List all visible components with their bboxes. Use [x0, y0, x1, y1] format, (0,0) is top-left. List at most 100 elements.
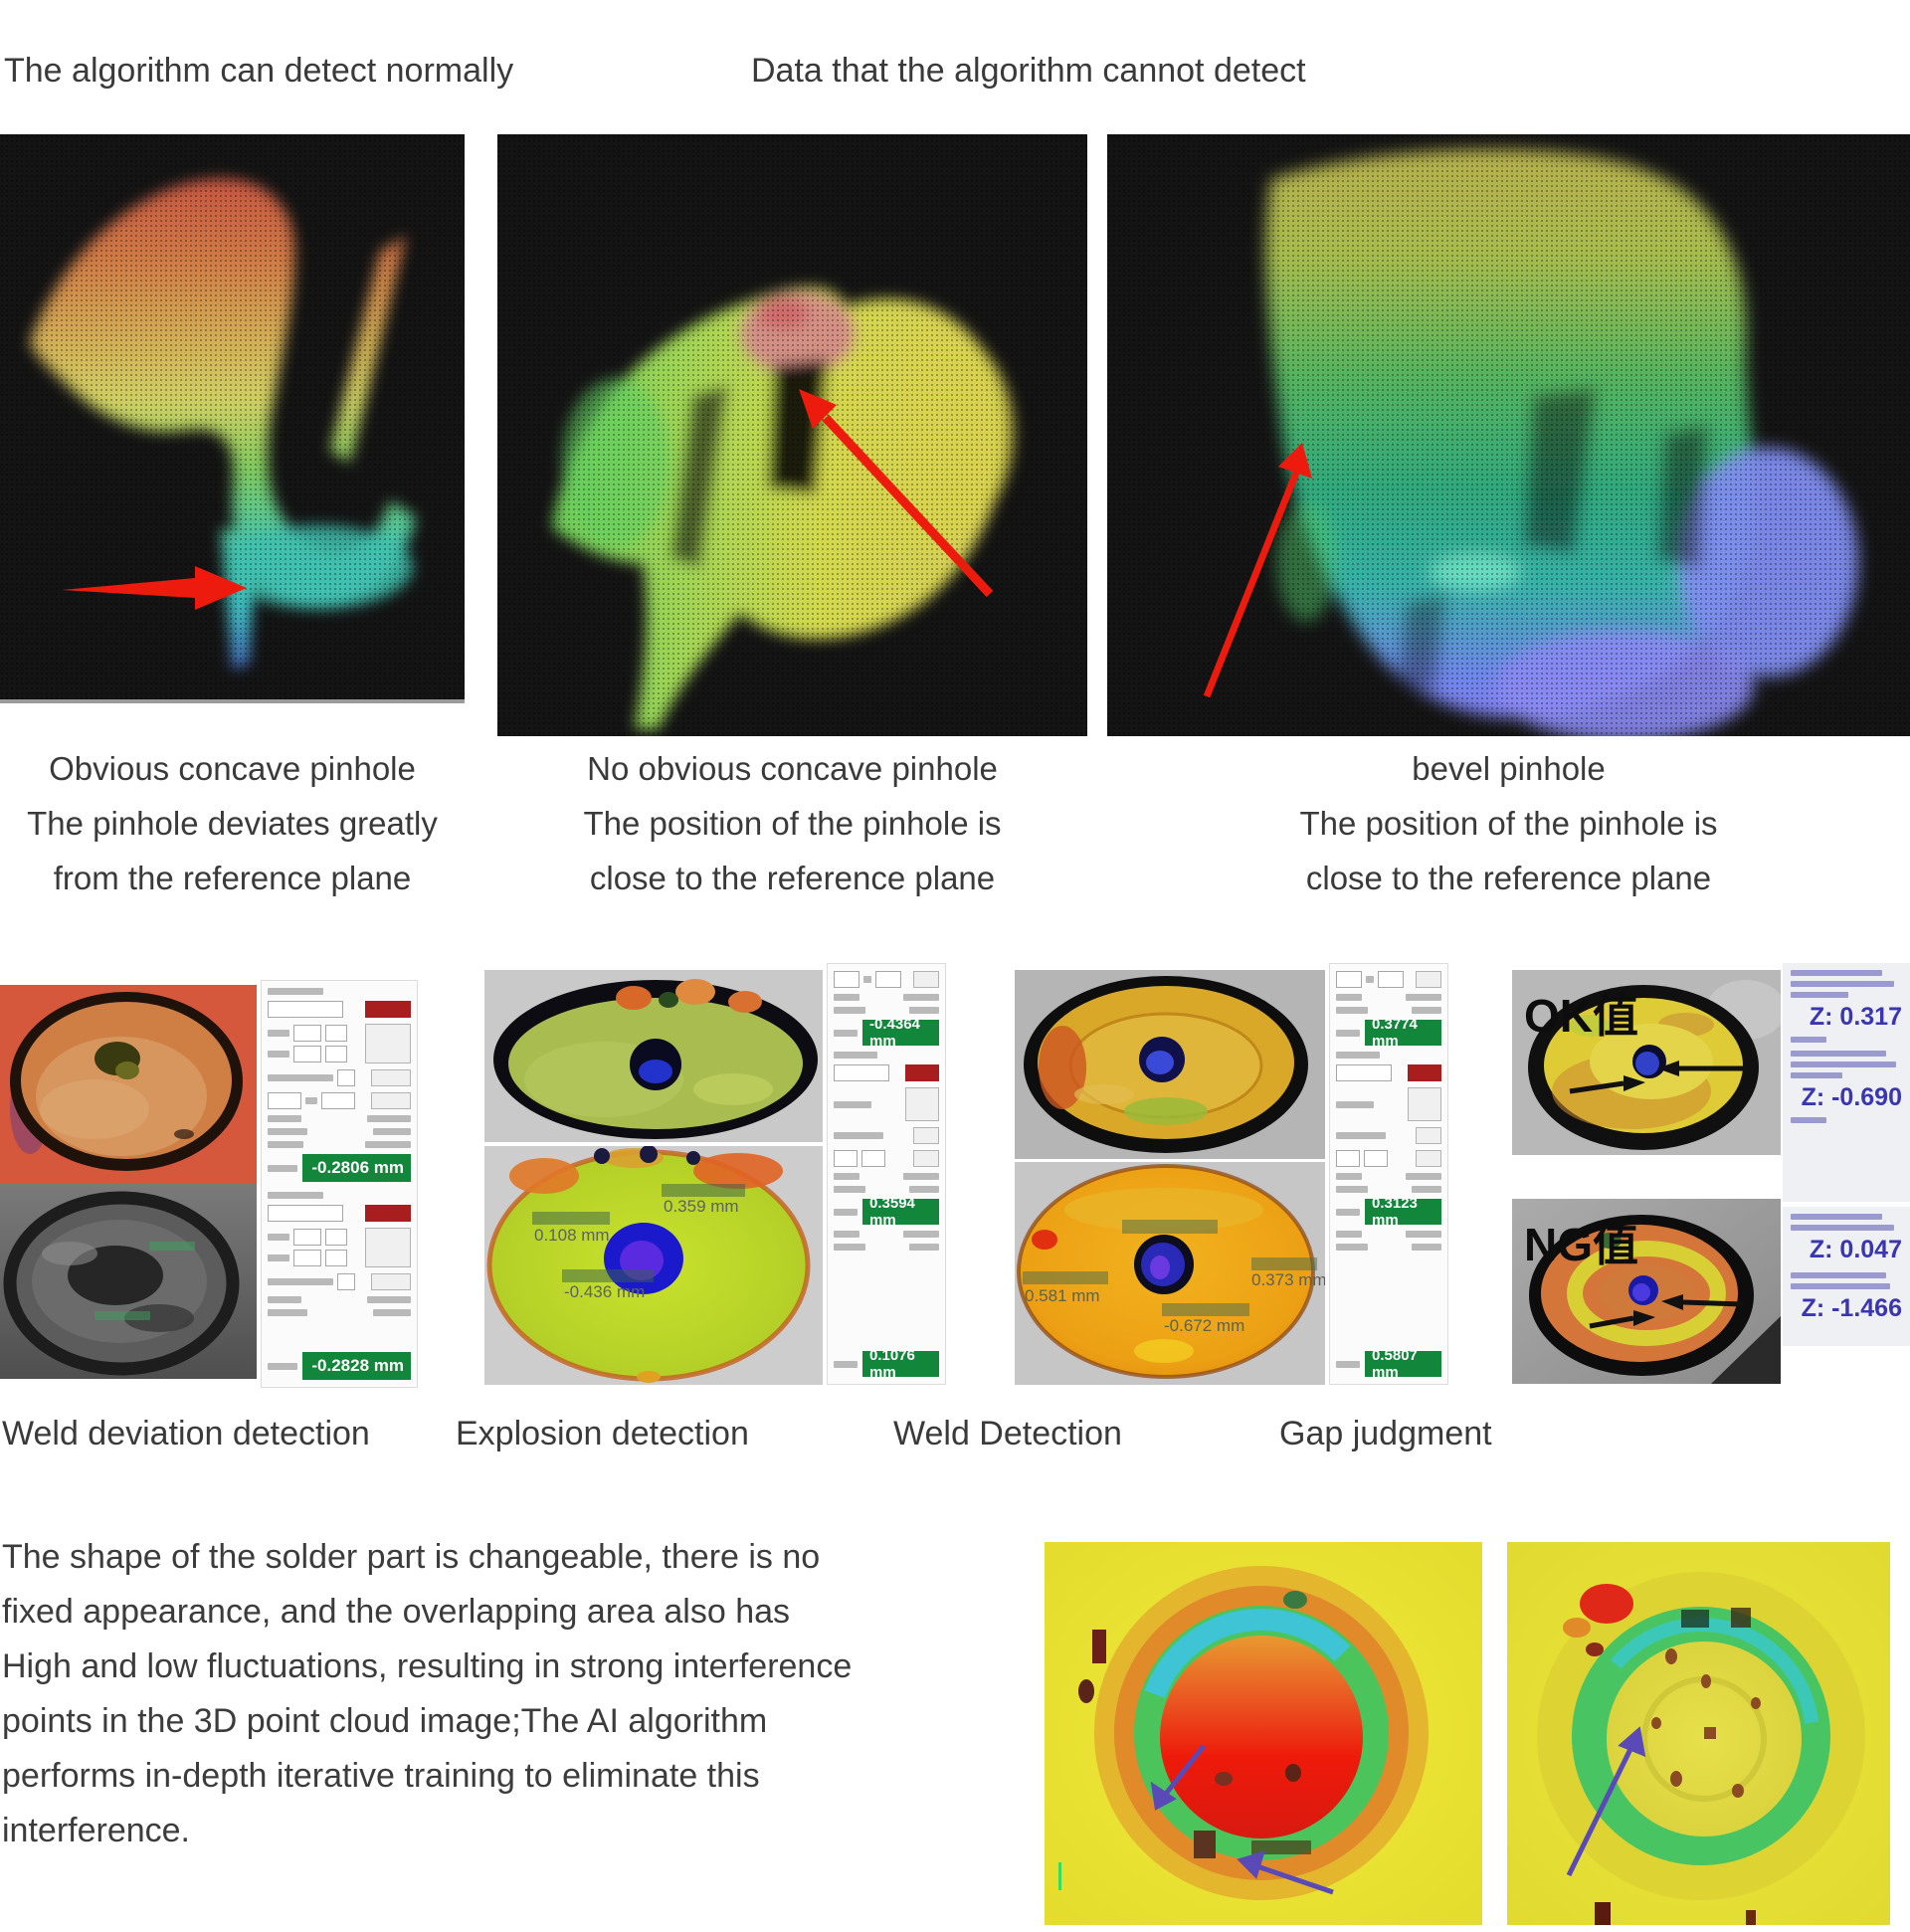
- paragraph-line: interference.: [2, 1812, 190, 1849]
- caption-line: The position of the pinhole is: [583, 805, 1002, 842]
- caption-line: close to the reference plane: [589, 860, 996, 896]
- measure-result: 0.3594 mm: [862, 1195, 939, 1229]
- apply-button[interactable]: [371, 1273, 411, 1290]
- ng-label: NG值: [1524, 1219, 1638, 1270]
- weld-photo-bottom-grayscale: [0, 1184, 257, 1379]
- detect-button[interactable]: [1408, 1064, 1441, 1081]
- roi-button[interactable]: [365, 1024, 411, 1063]
- range-input[interactable]: [268, 1092, 301, 1109]
- range-input[interactable]: [321, 1092, 355, 1109]
- pointcloud-2-figure: [497, 134, 1087, 736]
- paragraph-line: points in the 3D point cloud image;The A…: [2, 1702, 768, 1740]
- paragraph-line: The shape of the solder part is changeab…: [2, 1538, 821, 1576]
- measure-panel-weld-detection: 0.3774 mm 0.3123 mm 0.5807 mm: [1329, 963, 1448, 1385]
- range-input[interactable]: [1336, 1150, 1360, 1167]
- set-button[interactable]: [913, 1150, 939, 1167]
- height-annotation: -0.436 mm: [564, 1282, 645, 1301]
- ok-label: OK值: [1524, 990, 1638, 1042]
- caption-line: No obvious concave pinhole: [587, 750, 998, 787]
- set-button[interactable]: [1416, 971, 1441, 988]
- label-weld-detection: Weld Detection: [893, 1415, 1122, 1452]
- header-detect-normally: The algorithm can detect normally: [4, 52, 514, 90]
- solder-heatmap-red: [1045, 1542, 1482, 1925]
- paragraph-line: fixed appearance, and the overlapping ar…: [2, 1593, 791, 1631]
- explosion-heatmap-bottom: 0.108 mm 0.359 mm -0.436 mm: [484, 1145, 823, 1385]
- apply-button[interactable]: [1416, 1127, 1441, 1144]
- coord-input[interactable]: [325, 1229, 347, 1246]
- paragraph-line: performs in-depth iterative training to …: [2, 1757, 760, 1795]
- red-arrow-icon: [1203, 443, 1312, 698]
- measure-result: 0.1076 mm: [862, 1347, 939, 1381]
- gap-arrow-icon: [1589, 1294, 1744, 1329]
- range-input[interactable]: [834, 1150, 858, 1167]
- range-input[interactable]: [1364, 1150, 1388, 1167]
- field-label: [268, 988, 323, 995]
- detect-button[interactable]: [365, 1205, 411, 1222]
- percent-input[interactable]: [337, 1273, 355, 1290]
- caption-line: The pinhole deviates greatly: [27, 805, 438, 842]
- percent-input[interactable]: [337, 1069, 355, 1086]
- parameter-input[interactable]: [268, 1001, 343, 1018]
- purple-arrow-icon: [1150, 1744, 1334, 1895]
- red-arrow-icon: [799, 389, 994, 598]
- apply-button[interactable]: [371, 1069, 411, 1086]
- set-button[interactable]: [1416, 1150, 1441, 1167]
- label-explosion: Explosion detection: [456, 1415, 749, 1452]
- paragraph-line: High and low fluctuations, resulting in …: [2, 1647, 853, 1685]
- z-value: Z: -1.466: [1801, 1294, 1902, 1322]
- set-button[interactable]: [913, 971, 939, 988]
- measure-result: -0.4364 mm: [862, 1016, 939, 1050]
- solder-heatmap-yellow: [1507, 1542, 1890, 1925]
- range-input[interactable]: [1378, 971, 1404, 988]
- z-value: Z: 0.047: [1809, 1236, 1902, 1263]
- measure-panel-weld-deviation: -0.2806 mm -0.2828 mm: [261, 980, 418, 1388]
- roi-button[interactable]: [1408, 1087, 1441, 1121]
- weld-photo-top: [0, 985, 257, 1184]
- range-input[interactable]: [834, 971, 860, 988]
- measure-result: 0.3774 mm: [1365, 1016, 1441, 1050]
- caption-pointcloud-3: bevel pinhole The position of the pinhol…: [1107, 741, 1910, 905]
- roi-button[interactable]: [905, 1087, 939, 1121]
- parameter-input[interactable]: [1336, 1064, 1392, 1081]
- apply-button[interactable]: [913, 1127, 939, 1144]
- measure-result: 0.5807 mm: [1365, 1347, 1441, 1381]
- range-input[interactable]: [861, 1150, 885, 1167]
- roi-button[interactable]: [365, 1228, 411, 1267]
- weld-detection-photo-top: [1015, 970, 1325, 1159]
- set-button[interactable]: [371, 1092, 411, 1109]
- measure-result: -0.2828 mm: [302, 1352, 411, 1380]
- detect-button[interactable]: [905, 1064, 939, 1081]
- coord-input[interactable]: [293, 1046, 321, 1063]
- header-cannot-detect: Data that the algorithm cannot detect: [751, 52, 1306, 90]
- caption-pointcloud-2: No obvious concave pinhole The position …: [497, 741, 1087, 905]
- height-annotation: 0.359 mm: [664, 1197, 739, 1216]
- coord-input[interactable]: [325, 1046, 347, 1063]
- pointcloud-3-figure: [1107, 134, 1910, 741]
- coord-input[interactable]: [293, 1025, 321, 1042]
- detect-button[interactable]: [365, 1001, 411, 1018]
- caption-line: close to the reference plane: [1305, 860, 1712, 896]
- height-annotation: -0.672 mm: [1164, 1316, 1244, 1335]
- z-value: Z: 0.317: [1809, 1003, 1902, 1031]
- field-label: [1336, 1052, 1380, 1059]
- range-input[interactable]: [1336, 971, 1362, 988]
- caption-line: The position of the pinhole is: [1299, 805, 1718, 842]
- coord-input[interactable]: [325, 1025, 347, 1042]
- divider: [0, 699, 465, 703]
- coord-input[interactable]: [293, 1250, 321, 1266]
- parameter-input[interactable]: [268, 1205, 343, 1222]
- bottom-paragraph: The shape of the solder part is changeab…: [2, 1530, 1037, 1858]
- measure-result: -0.2806 mm: [302, 1154, 411, 1182]
- range-input[interactable]: [875, 971, 901, 988]
- gap-ng-info: Z: 0.047 Z: -1.466: [1783, 1207, 1910, 1346]
- coord-input[interactable]: [293, 1229, 321, 1246]
- gap-ng-photo: NG值: [1512, 1199, 1781, 1384]
- caption-line: bevel pinhole: [1412, 750, 1606, 787]
- coord-input[interactable]: [325, 1250, 347, 1266]
- weld-detection-heatmap-bottom: 0.581 mm 0.373 mm -0.672 mm: [1015, 1162, 1327, 1385]
- gap-arrow-icon: [1569, 1061, 1749, 1094]
- explosion-photo-top: [484, 970, 823, 1142]
- parameter-input[interactable]: [834, 1064, 889, 1081]
- caption-pointcloud-1: Obvious concave pinhole The pinhole devi…: [0, 741, 465, 905]
